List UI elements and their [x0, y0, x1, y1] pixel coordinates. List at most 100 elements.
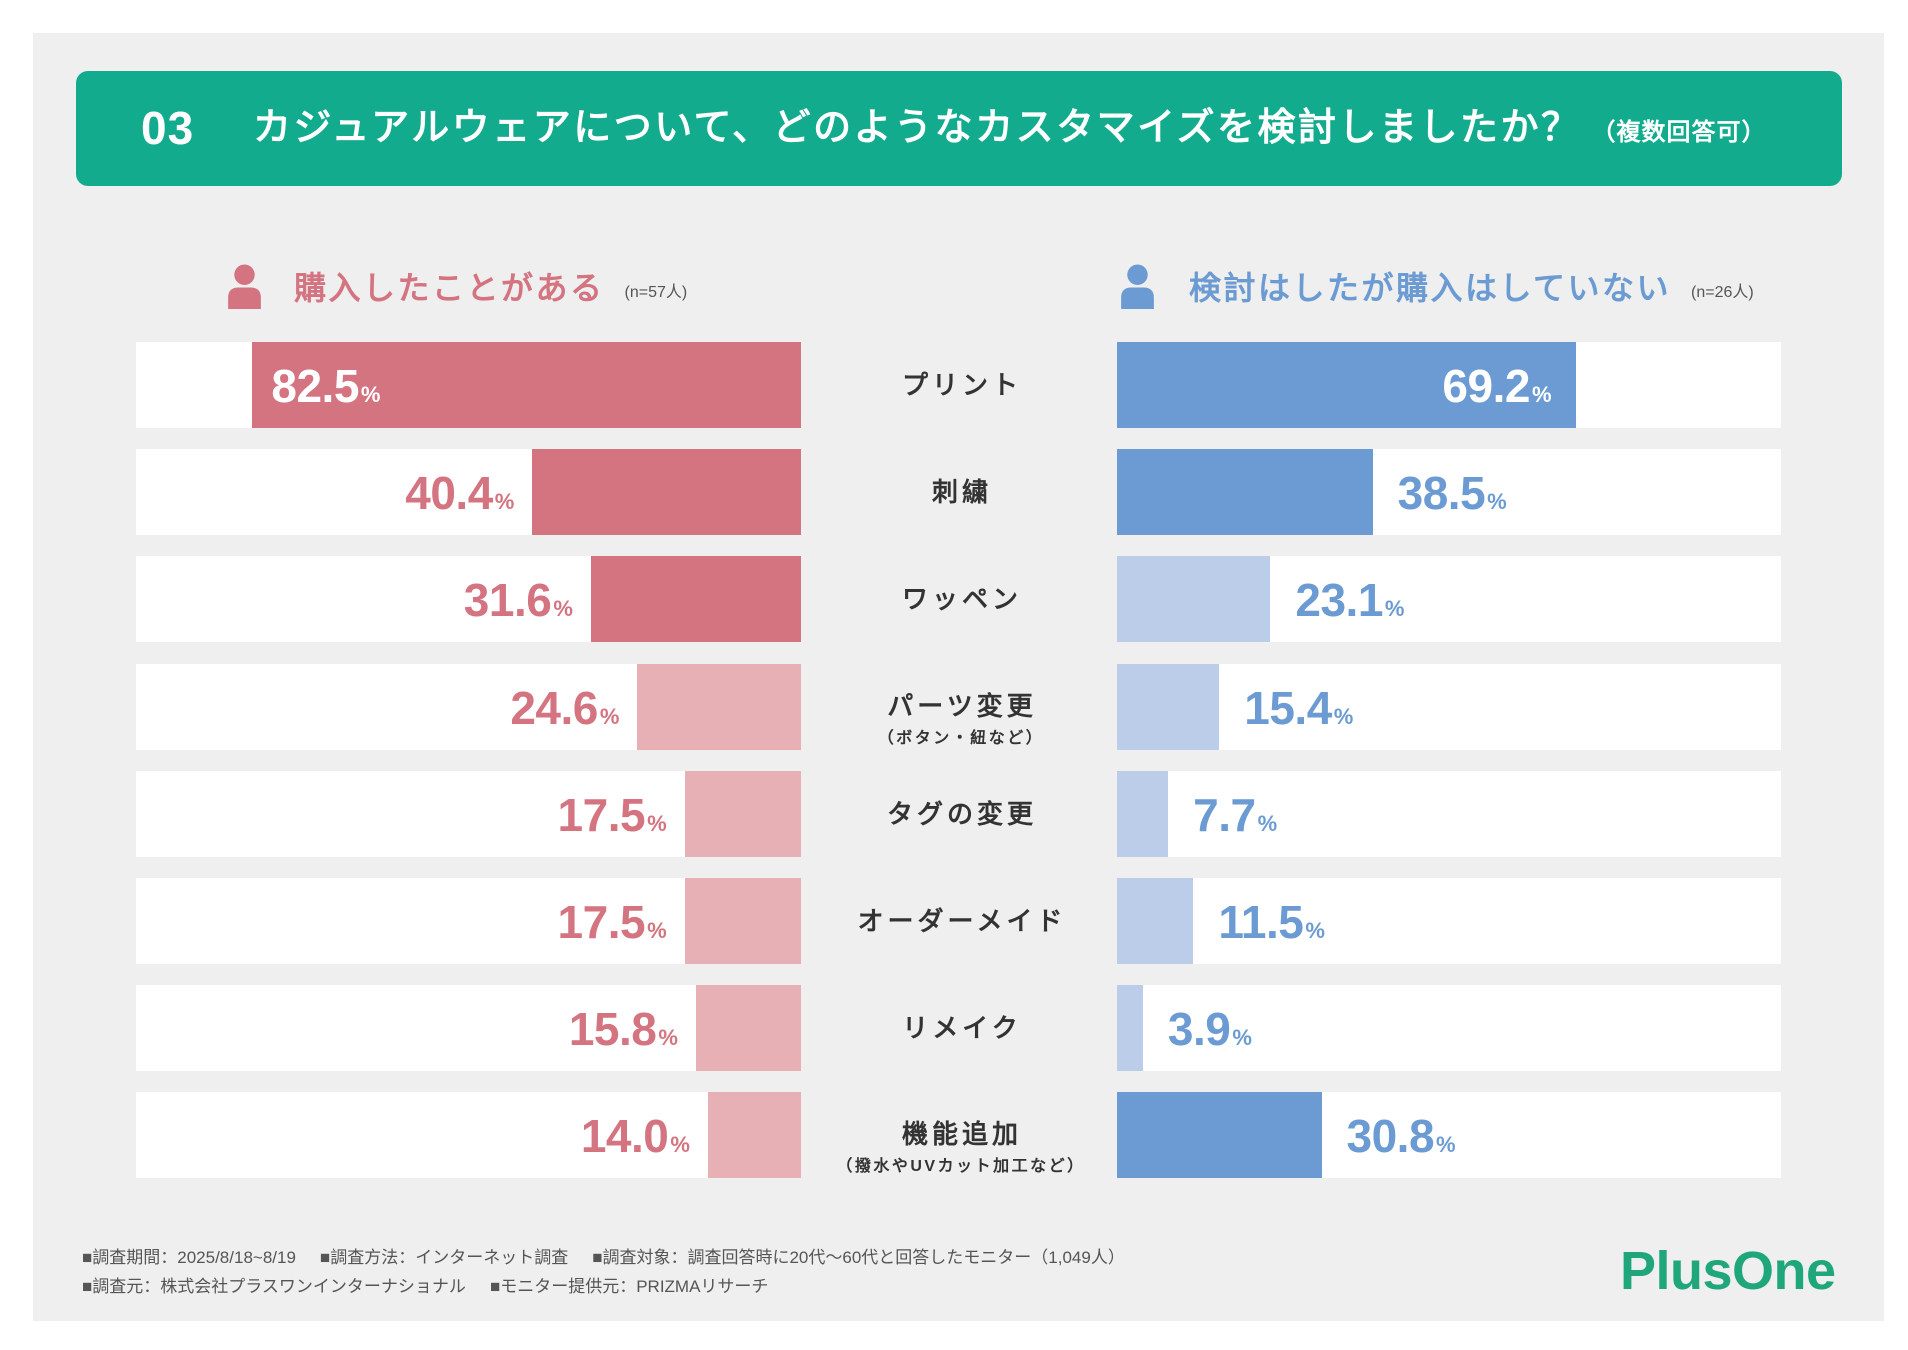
- bar-considered: [1117, 342, 1577, 428]
- percent-sign: %: [494, 489, 515, 515]
- value-label-considered: 69.2%: [1442, 342, 1551, 428]
- value-number: 14.0: [580, 1110, 669, 1163]
- track-purchased: 14.0%: [136, 1092, 801, 1179]
- chart-row: 17.5% タグの変更 7.7%: [0, 770, 1908, 857]
- track-considered: 69.2%: [1117, 342, 1781, 428]
- footer-survey-source: ■調査元：株式会社プラスワンインターナショナル: [82, 1277, 466, 1296]
- value-label-purchased: 40.4%: [405, 449, 514, 535]
- value-label-purchased: 17.5%: [558, 878, 667, 964]
- legend-considered: 検討はしたが購入はしていない (n=26人): [1119, 262, 1754, 310]
- value-label-purchased: 15.8%: [569, 985, 678, 1071]
- category-label: プリント: [901, 370, 1022, 400]
- category-label: ワッペン: [901, 584, 1022, 615]
- bar-purchased: [590, 556, 801, 643]
- value-number: 17.5: [557, 788, 646, 841]
- chart-row: 24.6% パーツ変更 （ボタン・紐など） 15.4%: [0, 663, 1908, 750]
- value-number: 30.8: [1346, 1110, 1435, 1163]
- legend-sample-size-considered: (n=26人): [1691, 284, 1754, 301]
- percent-sign: %: [1257, 810, 1278, 836]
- category-label: リメイク: [902, 1013, 1022, 1044]
- value-label-purchased: 31.6%: [464, 556, 573, 642]
- value-number: 82.5: [271, 360, 359, 412]
- percent-sign: %: [1384, 596, 1405, 622]
- footer-survey-target: ■調査対象：調査回答時に20代〜60代と回答したモニター（1,049人）: [592, 1248, 1125, 1267]
- chart-row: 17.5% オーダーメイド 11.5%: [0, 878, 1908, 964]
- value-number: 31.6: [463, 574, 552, 627]
- question-number: 03: [141, 102, 195, 154]
- value-number: 17.5: [557, 896, 646, 948]
- legend-sample-size-purchased: (n=57人): [624, 284, 688, 301]
- percent-sign: %: [599, 703, 620, 729]
- value-number: 40.4: [405, 467, 493, 520]
- bar-considered: [1117, 663, 1220, 750]
- value-label-considered: 3.9%: [1168, 985, 1252, 1071]
- track-considered: 38.5%: [1117, 449, 1781, 536]
- value-number: 7.7: [1193, 788, 1256, 841]
- bar-purchased: [695, 985, 801, 1072]
- category-note: （撥水やUVカット加工など）: [836, 1158, 1086, 1176]
- question-text: カジュアルウェアについて、どのようなカスタマイズを検討しましたか？ （複数回答可）: [253, 71, 1767, 186]
- percent-sign: %: [1305, 918, 1325, 943]
- bar-purchased: [684, 878, 801, 964]
- category-label: 機能追加: [901, 1119, 1022, 1150]
- percent-sign: %: [1531, 382, 1552, 407]
- bar-considered: [1117, 556, 1271, 643]
- percent-sign: %: [670, 1132, 690, 1158]
- value-label-considered: 30.8%: [1347, 1092, 1456, 1178]
- person-icon: [1121, 264, 1154, 309]
- track-purchased: 24.6%: [136, 663, 801, 750]
- question-title: カジュアルウェアについて、どのようなカスタマイズを検討しましたか？: [253, 107, 1582, 149]
- legend-purchased: 購入したことがある (n=57人): [226, 262, 687, 310]
- value-number: 23.1: [1295, 574, 1383, 627]
- value-label-considered: 23.1%: [1295, 556, 1404, 642]
- percent-sign: %: [1232, 1025, 1252, 1051]
- bar-considered: [1117, 449, 1373, 536]
- category-label: オーダーメイド: [857, 906, 1067, 936]
- bar-purchased: [532, 449, 801, 536]
- percent-sign: %: [1436, 1132, 1456, 1158]
- footer-survey-method: ■調査方法：インターネット調査: [319, 1248, 569, 1267]
- plusone-logo: PlusOne: [1620, 1241, 1836, 1301]
- bar-considered: [1117, 1092, 1322, 1179]
- value-number: 3.9: [1167, 1003, 1231, 1056]
- footer-line: ■調査元：株式会社プラスワンインターナショナル ■モニター提供元：PRIZMAリサ…: [82, 1275, 1582, 1304]
- track-purchased: 17.5%: [136, 878, 801, 964]
- bar-purchased: [252, 342, 801, 428]
- chart-row: 82.5% プリント 69.2%: [0, 342, 1908, 428]
- chart-row: 14.0% 機能追加 （撥水やUVカット加工など） 30.8%: [0, 1092, 1908, 1179]
- footer-line: ■調査期間：2025/8/18~8/19 ■調査方法：インターネット調査 ■調査対象…: [82, 1246, 1582, 1275]
- value-label-purchased: 17.5%: [558, 771, 667, 857]
- bar-purchased: [684, 770, 801, 857]
- percent-sign: %: [1487, 489, 1507, 515]
- chart-row: 40.4% 刺繍 38.5%: [0, 449, 1908, 536]
- value-label-purchased: 14.0%: [581, 1092, 690, 1178]
- track-considered: 11.5%: [1117, 878, 1781, 964]
- track-considered: 3.9%: [1117, 985, 1781, 1072]
- bar-purchased: [707, 1092, 801, 1179]
- bar-purchased: [637, 663, 801, 750]
- percent-sign: %: [647, 810, 667, 836]
- legend-label-purchased: 購入したことがある: [294, 270, 605, 306]
- footer-monitor-provider: ■モニター提供元：PRIZMAリサーチ: [489, 1277, 769, 1296]
- footer-survey-period: ■調査期間：2025/8/18~8/19: [82, 1248, 296, 1267]
- legend-label-considered: 検討はしたが購入はしていない: [1189, 270, 1672, 306]
- person-icon: [228, 264, 261, 309]
- value-label-considered: 38.5%: [1398, 449, 1507, 535]
- percent-sign: %: [658, 1025, 678, 1051]
- value-number: 15.4: [1244, 681, 1332, 734]
- value-number: 11.5: [1218, 896, 1304, 948]
- bar-considered: [1117, 770, 1169, 857]
- category-note: （ボタン・紐など）: [877, 729, 1045, 747]
- value-number: 38.5: [1397, 467, 1486, 520]
- track-purchased: 17.5%: [136, 770, 801, 857]
- percent-sign: %: [553, 596, 573, 622]
- value-label-considered: 7.7%: [1193, 771, 1277, 857]
- track-purchased: 82.5%: [136, 342, 801, 428]
- value-number: 15.8: [568, 1003, 657, 1056]
- survey-notes: ■調査期間：2025/8/18~8/19 ■調査方法：インターネット調査 ■調査対象…: [82, 1246, 1582, 1304]
- track-purchased: 40.4%: [136, 449, 801, 536]
- value-label-purchased: 24.6%: [510, 664, 619, 750]
- value-label-purchased: 82.5%: [271, 342, 380, 428]
- value-number: 24.6: [510, 681, 598, 734]
